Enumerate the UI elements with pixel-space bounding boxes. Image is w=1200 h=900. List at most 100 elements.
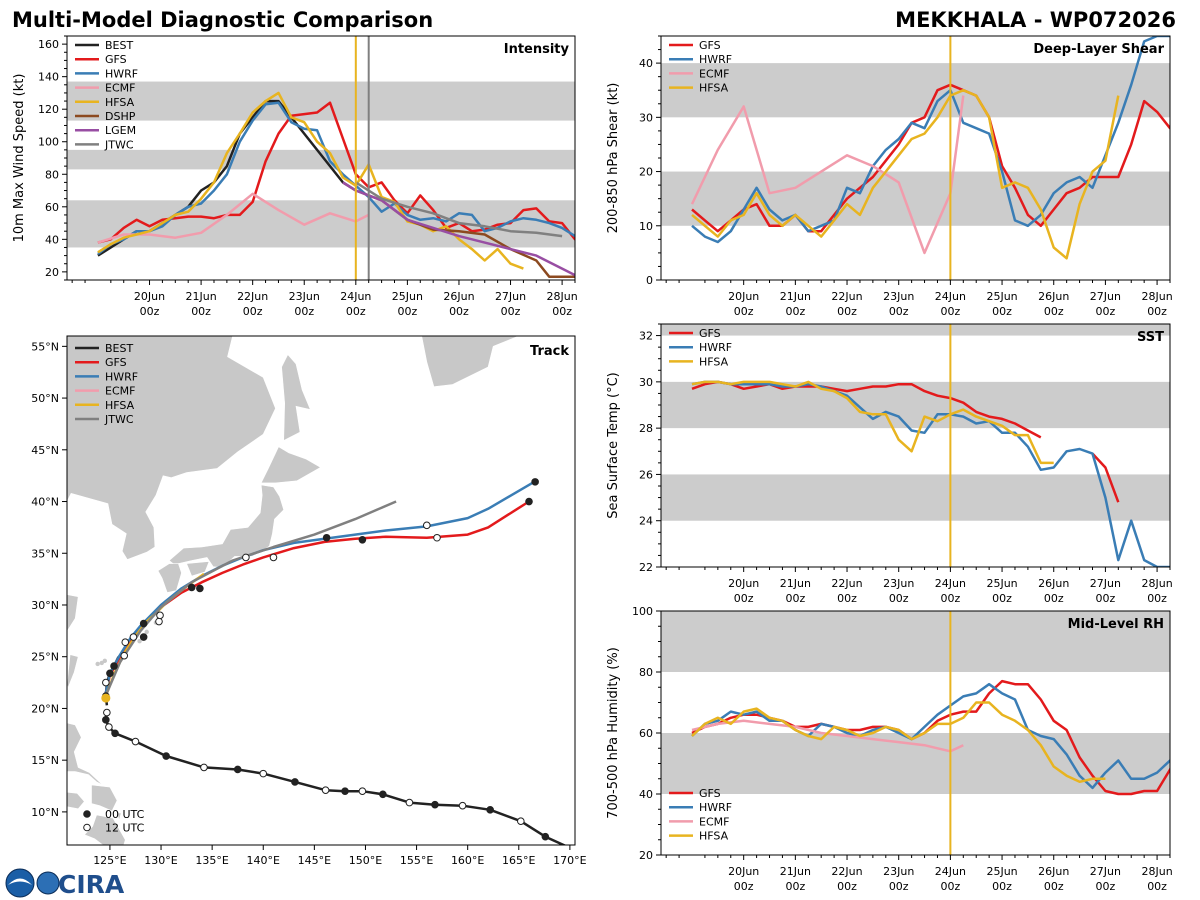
x-tick-label: 00z — [1044, 592, 1064, 605]
land-polygon — [186, 561, 210, 577]
y-tick-label: 80 — [45, 168, 59, 181]
y-tick-label: 30°N — [31, 599, 59, 612]
track-position-marker — [269, 553, 278, 562]
x-tick-label: 165°E — [502, 854, 535, 867]
x-tick-label: 27Jun — [1090, 577, 1121, 590]
y-tick-label: 100 — [632, 605, 653, 618]
y-axis-label: 10m Max Wind Speed (kt) — [12, 74, 27, 243]
x-tick-label: 20Jun — [134, 290, 165, 303]
y-axis-label: 200-850 hPa Shear (kt) — [606, 83, 621, 234]
globe-icon — [36, 871, 60, 895]
x-tick-label: 22Jun — [831, 290, 862, 303]
track-position-marker — [111, 729, 119, 738]
x-tick-label: 26Jun — [443, 290, 474, 303]
x-tick-label: 00z — [1147, 305, 1167, 318]
plot-frame — [660, 323, 1171, 568]
x-tick-label: 00z — [889, 880, 909, 893]
x-tick-label: 00z — [785, 592, 805, 605]
track-position-marker — [200, 763, 208, 772]
y-tick-label: 60 — [45, 201, 59, 214]
x-tick-label: 26Jun — [1038, 290, 1069, 303]
y-tick-label: 30 — [639, 376, 653, 389]
x-tick-label: 00z — [837, 880, 857, 893]
x-tick-label: 130°E — [144, 854, 177, 867]
x-tick-label: 00z — [397, 305, 417, 318]
threshold-band — [661, 381, 1170, 429]
y-tick-label: 25°N — [31, 651, 59, 664]
y-tick-label: 22 — [639, 561, 653, 574]
x-tick-label: 00z — [940, 305, 960, 318]
plot-area — [691, 324, 1170, 567]
x-tick-label: 00z — [243, 305, 263, 318]
track-position-marker — [433, 533, 441, 542]
island-dot — [144, 629, 149, 635]
y-tick-label: 15°N — [31, 754, 59, 767]
y-tick-label: 28 — [639, 422, 653, 435]
track-position-marker — [139, 633, 148, 641]
track-position-marker — [102, 678, 110, 687]
legend-label: BEST — [105, 342, 133, 355]
legend-label: ECMF — [699, 67, 729, 80]
track-position-marker — [242, 553, 250, 562]
x-tick-label: 170°E — [553, 854, 586, 867]
legend-label: HFSA — [105, 96, 135, 109]
island-dot — [95, 661, 100, 667]
plot-area — [691, 611, 1170, 855]
track-position-marker — [129, 633, 138, 641]
threshold-band — [661, 474, 1170, 521]
y-tick-label: 26 — [639, 468, 653, 481]
x-tick-label: 00z — [940, 592, 960, 605]
x-tick-label: 25Jun — [986, 290, 1017, 303]
y-tick-label: 40 — [45, 233, 59, 246]
legend-label: HFSA — [699, 830, 729, 843]
y-tick-label: 80 — [639, 666, 653, 679]
x-tick-label: 25Jun — [392, 290, 423, 303]
x-tick-label: 00z — [734, 880, 754, 893]
x-tick-label: 00z — [1044, 880, 1064, 893]
legend-label: HFSA — [699, 82, 729, 95]
panel-title: Deep-Layer Shear — [1033, 42, 1164, 57]
y-tick-label: 160 — [38, 38, 59, 51]
series-line-hfsa — [691, 701, 1106, 784]
series-line-ecmf — [690, 95, 965, 255]
track-line-jtwc — [105, 500, 397, 694]
x-tick-label: 00z — [837, 592, 857, 605]
y-tick-label: 40 — [639, 57, 653, 70]
land-polygon — [67, 791, 85, 810]
track-position-marker — [322, 533, 331, 542]
x-tick-label: 28Jun — [547, 290, 578, 303]
series-line-hfsa — [691, 88, 1120, 260]
track-position-marker — [156, 611, 164, 620]
land-polygon — [116, 812, 122, 822]
y-tick-label: 10°N — [31, 806, 59, 819]
land-polygon — [67, 722, 104, 786]
panel-title: SST — [1137, 330, 1164, 345]
panel-sst: 20Jun 00z 21Jun 00z 22Jun 00z 23Jun 00z 24Jun 00z… — [606, 323, 1173, 605]
island-dot — [102, 658, 108, 664]
track-position-marker — [358, 536, 367, 544]
y-axis-label: 700-500 hPa Humidity (%) — [606, 647, 621, 819]
legend-label: ECMF — [105, 385, 135, 398]
legend-label: HFSA — [699, 355, 729, 368]
x-tick-label: 00z — [501, 305, 521, 318]
y-tick-label: 100 — [38, 136, 59, 149]
track-position-marker — [233, 765, 242, 774]
panel-shear: 20Jun 00z 21Jun 00z 22Jun 00z 23Jun 00z 24Jun 00z… — [606, 35, 1173, 318]
track-position-marker — [525, 497, 533, 506]
track-position-marker — [120, 651, 129, 660]
x-tick-label: 155°E — [400, 854, 433, 867]
marker-legend-symbol — [83, 810, 91, 818]
track-position-marker — [131, 737, 140, 746]
x-tick-label: 20Jun — [728, 577, 759, 590]
legend-label: GFS — [105, 356, 127, 369]
plot-frame — [66, 335, 576, 846]
x-tick-label: 21Jun — [780, 865, 811, 878]
y-tick-label: 50°N — [31, 392, 59, 405]
x-tick-label: 23Jun — [883, 865, 914, 878]
threshold-band — [661, 63, 1170, 118]
track-position-marker — [517, 817, 525, 826]
storm-id: MEKKHALA - WP072026 — [895, 8, 1176, 32]
panel-track: 125°E 130°E 135°E 140°E 145°E 150°E 155°E 160°E… — [31, 335, 587, 867]
panel-title: Track — [530, 344, 569, 359]
